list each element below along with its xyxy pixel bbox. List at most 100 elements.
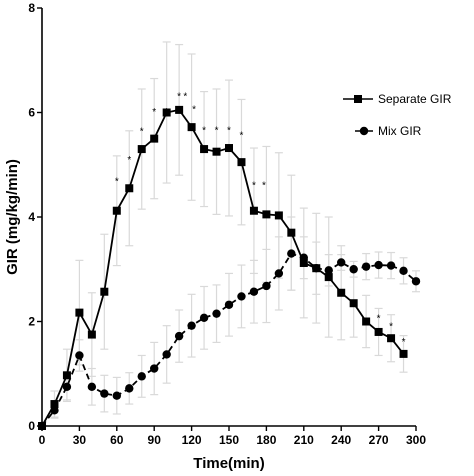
- y-tick-label: 4: [28, 210, 35, 224]
- significance-star: *: [402, 337, 406, 348]
- data-point-separate: [50, 400, 59, 409]
- x-tick-label: 300: [406, 433, 426, 447]
- legend-circle-marker: [359, 126, 369, 136]
- data-point-mix: [386, 261, 396, 270]
- data-point-mix: [299, 253, 308, 262]
- data-point-mix: [87, 382, 97, 392]
- data-point-mix: [237, 292, 246, 301]
- x-tick-label: 90: [148, 433, 162, 447]
- data-point-mix: [174, 331, 184, 341]
- data-point-separate: [262, 210, 271, 219]
- x-tick-label: 120: [182, 433, 202, 447]
- significance-star: *: [389, 321, 393, 332]
- significance-star: *: [215, 125, 219, 136]
- data-point-separate: [150, 134, 159, 143]
- significance-star: *: [240, 131, 244, 142]
- data-point-separate: [100, 287, 109, 296]
- x-tick-label: 180: [256, 433, 276, 447]
- data-point-mix: [224, 300, 234, 309]
- significance-star: *: [227, 125, 231, 136]
- data-point-separate: [212, 147, 221, 156]
- data-point-separate: [112, 206, 121, 215]
- data-point-separate: [399, 349, 408, 358]
- x-tick-label: 0: [39, 433, 46, 447]
- significance-star: *: [177, 91, 181, 102]
- data-point-mix: [62, 382, 72, 392]
- data-point-separate: [200, 145, 209, 154]
- data-point-mix: [162, 350, 171, 359]
- significance-star: *: [192, 105, 196, 116]
- data-point-mix: [199, 313, 209, 323]
- tick-labels: 0 30 60 90 120 150 180 210 240 270 300 0 2 4 6 8: [28, 1, 426, 447]
- data-point-separate: [162, 108, 171, 117]
- y-tick-label: 2: [28, 315, 35, 329]
- data-point-separate: [387, 334, 396, 343]
- x-tick-label: 210: [294, 433, 314, 447]
- data-point-separate: [62, 371, 71, 380]
- data-point-separate: [324, 273, 333, 282]
- x-tick-label: 270: [369, 433, 389, 447]
- data-point-separate: [137, 145, 146, 154]
- series-line-separate: [41, 108, 405, 427]
- significance-star: *: [183, 91, 187, 102]
- data-point-separate: [299, 258, 308, 267]
- data-point-separate: [87, 330, 96, 339]
- data-point-mix: [399, 266, 408, 276]
- data-point-separate: [374, 327, 383, 336]
- data-point-mix: [411, 277, 421, 286]
- data-point-mix: [249, 287, 259, 296]
- axes: [37, 7, 417, 431]
- y-tick-label: 8: [28, 1, 35, 15]
- data-point-separate: [362, 317, 371, 326]
- data-point-mix: [50, 406, 59, 415]
- significance-star: *: [140, 126, 144, 137]
- data-point-separate: [349, 299, 358, 308]
- data-point-separate: [337, 288, 346, 297]
- data-point-mix: [324, 266, 333, 275]
- data-point-separate: [274, 211, 283, 220]
- data-point-mix: [287, 249, 296, 258]
- data-point-mix: [349, 265, 358, 274]
- legend-entry-mix: Mix GIR: [355, 124, 422, 138]
- significance-star: *: [152, 107, 156, 118]
- data-point-mix: [150, 364, 159, 373]
- data-point-separate: [237, 158, 246, 167]
- data-point-mix: [374, 260, 383, 270]
- y-tick-label: 0: [28, 419, 35, 433]
- data-point-mix: [312, 264, 321, 273]
- legend-label-separate: Separate GIR: [378, 92, 452, 106]
- significance-annotations: **** ** *** * * ** ****: [115, 91, 406, 348]
- significance-star: *: [115, 177, 119, 188]
- x-tick-label: 30: [73, 433, 87, 447]
- data-point-separate: [125, 184, 134, 193]
- legend: Separate GIR Mix GIR: [343, 92, 452, 138]
- data-point-mix: [112, 391, 122, 400]
- data-point-separate: [249, 206, 258, 215]
- data-point-separate: [175, 105, 184, 114]
- data-point-mix: [212, 309, 221, 318]
- data-point-mix: [274, 269, 284, 278]
- x-tick-label: 240: [331, 433, 351, 447]
- data-point-mix: [187, 321, 196, 330]
- significance-star: *: [165, 107, 169, 118]
- data-point-mix: [337, 258, 346, 267]
- significance-star: *: [202, 125, 206, 136]
- data-point-mix: [75, 351, 84, 360]
- data-point-separate: [225, 144, 233, 153]
- legend-entry-separate: Separate GIR: [343, 92, 452, 106]
- data-point-separate: [187, 123, 196, 132]
- data-point-separate: [287, 228, 296, 237]
- legend-square-marker: [354, 95, 362, 103]
- data-point-mix: [100, 389, 109, 398]
- y-tick-label: 6: [28, 106, 35, 120]
- data-point-mix: [262, 281, 271, 291]
- y-axis-title: GIR (mg/kg/min): [4, 159, 21, 275]
- x-tick-label: 60: [110, 433, 124, 447]
- significance-star: *: [377, 314, 381, 325]
- significance-star: *: [262, 180, 266, 191]
- data-point-separate: [75, 308, 84, 317]
- significance-star: *: [252, 180, 256, 191]
- data-point-mix: [137, 372, 146, 381]
